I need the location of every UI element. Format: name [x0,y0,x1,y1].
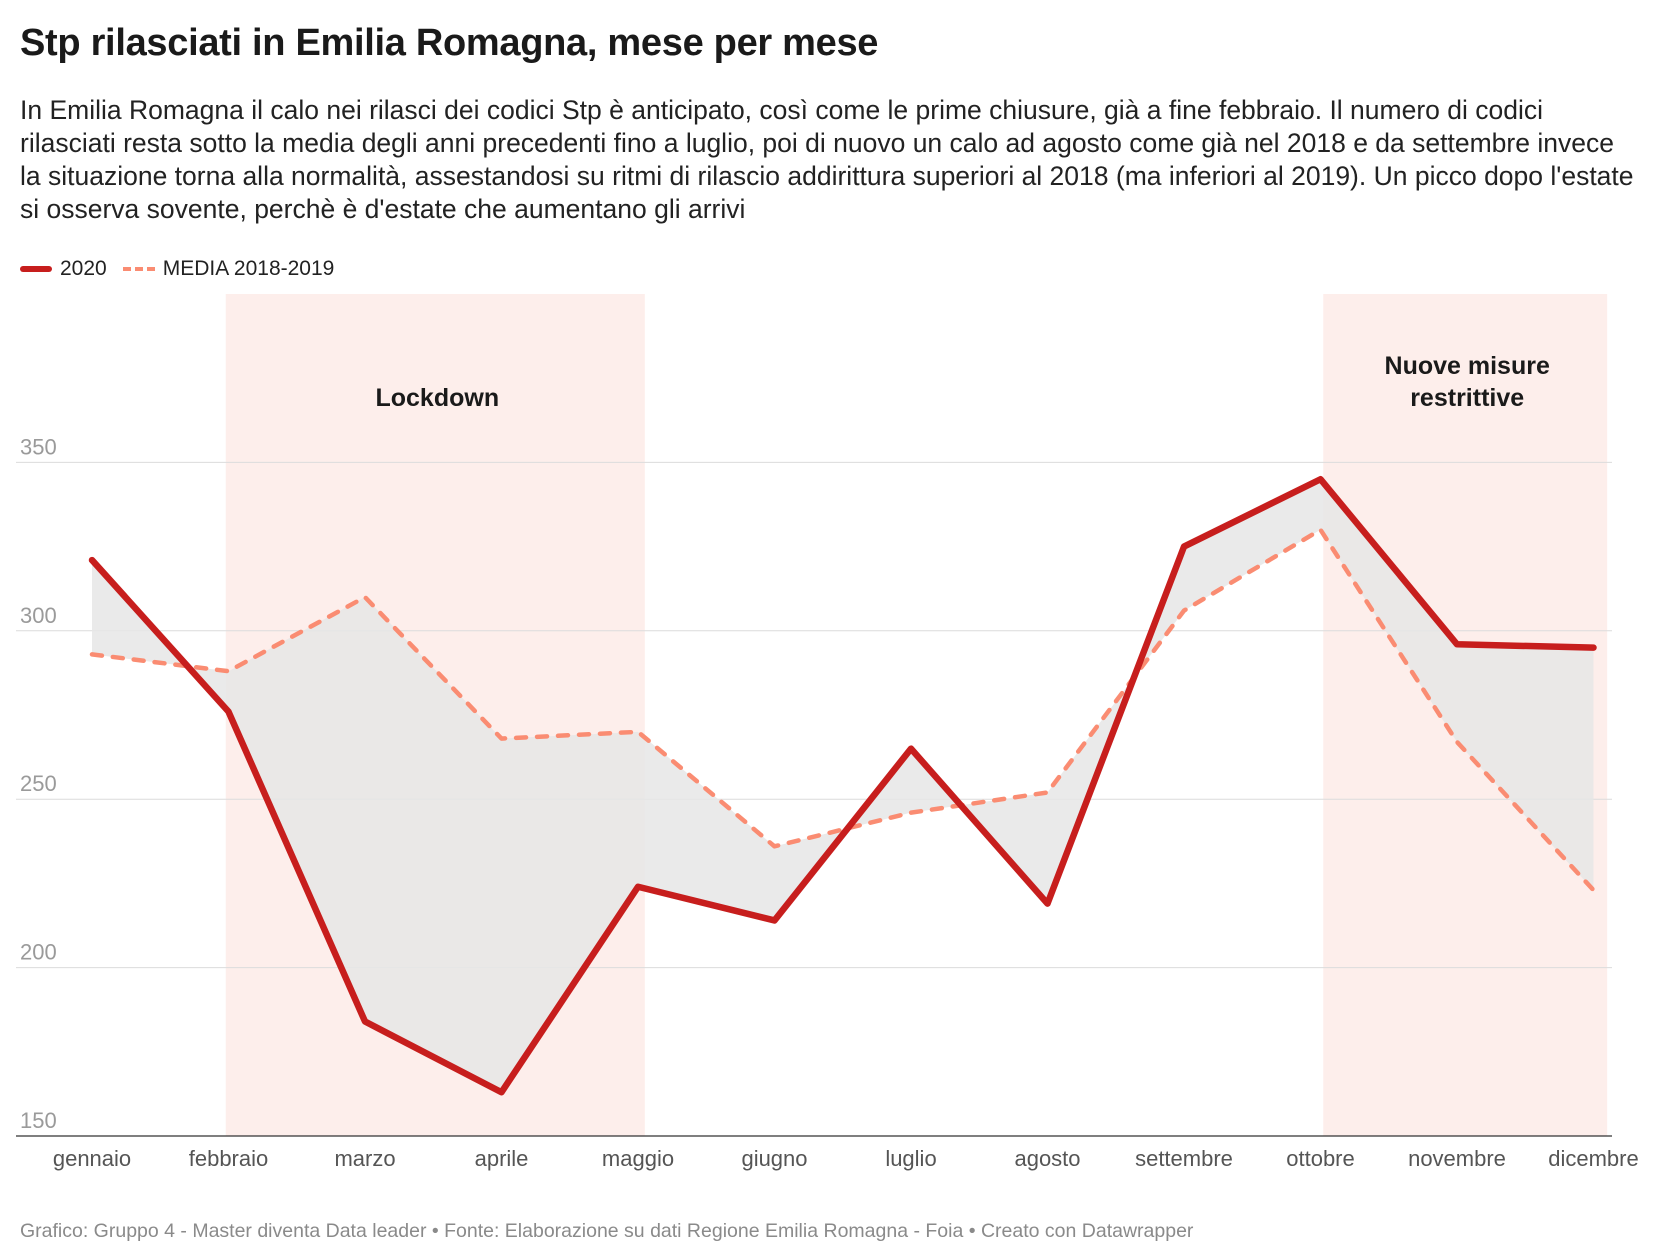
y-tick-label: 200 [20,940,57,965]
x-tick-label-dicembre: dicembre [1548,1146,1638,1171]
difference-area [92,479,1594,1093]
chart-subtitle: In Emilia Romagna il calo nei rilasci de… [20,95,1634,224]
chart-footer: Grafico: Gruppo 4 - Master diventa Data … [20,1220,1194,1242]
band-label-lockdown: Lockdown [375,384,499,412]
chart-title: Stp rilasciati in Emilia Romagna, mese p… [20,22,879,64]
series-line-media [89,527,1596,893]
x-tick-label-gennaio: gennaio [53,1146,131,1171]
y-tick-label: 300 [20,603,57,628]
chart-legend: 2020 MEDIA 2018-2019 [20,254,350,284]
x-tick-label-maggio: maggio [602,1146,674,1171]
legend-label-media: MEDIA 2018-2019 [162,257,335,280]
x-tick-label-luglio: luglio [885,1146,936,1171]
x-tick-label-giugno: giugno [741,1146,807,1171]
x-tick-label-ottobre: ottobre [1286,1146,1355,1171]
x-tick-label-agosto: agosto [1014,1146,1080,1171]
series-line-2020 [88,475,1597,1096]
legend-swatch-media [122,267,155,271]
y-tick-label: 350 [20,434,57,459]
line-chart: 150 200 250 300 350 gennaio febbraio marzo april… [16,294,1639,1171]
legend-swatch-2020 [20,266,52,272]
y-tick-label: 250 [20,771,57,796]
legend-item-media: MEDIA 2018-2019 [122,257,335,281]
x-tick-label-aprile: aprile [475,1146,529,1171]
x-tick-label-novembre: novembre [1408,1146,1506,1171]
legend-item-2020: 2020 [20,257,107,281]
band-label-misure-line2: restrittive [1410,384,1524,412]
x-tick-label-febbraio: febbraio [189,1146,269,1171]
x-tick-label-marzo: marzo [334,1146,395,1171]
band-label-misure-line1: Nuove misure [1385,352,1550,380]
x-tick-label-settembre: settembre [1135,1146,1233,1171]
legend-label-2020: 2020 [60,257,107,280]
y-tick-label: 150 [20,1108,57,1133]
